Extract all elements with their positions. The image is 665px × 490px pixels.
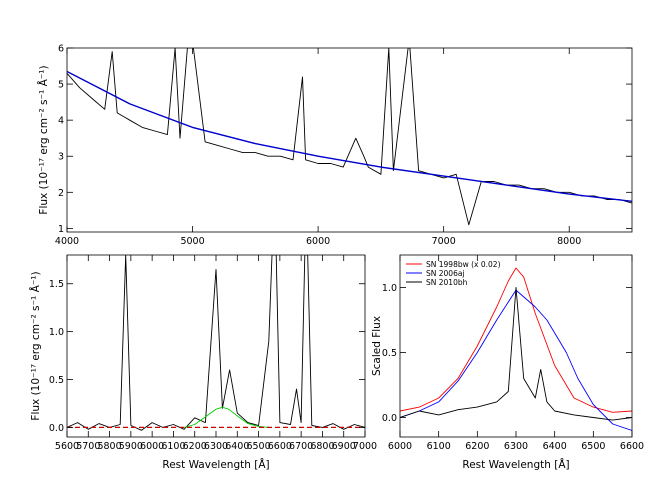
x-tick-label: 7000: [432, 236, 456, 247]
x-tick-label: 6500: [246, 441, 270, 452]
x-tick-label: 5700: [76, 441, 100, 452]
x-tick-label: 6400: [225, 441, 249, 452]
x-tick-label: 6100: [427, 441, 451, 452]
series-line-0: [67, 48, 632, 226]
x-tick-label: 5800: [97, 441, 121, 452]
y-tick-label: 0.5: [49, 375, 64, 386]
x-tick-label: 6600: [268, 441, 292, 452]
bottom-right-panel: 6000 6100 6200 6300 6400 6500 6600 0.0 0.5 1.0 Res…: [371, 254, 644, 471]
top-panel: 4000 5000 6000 7000 8000 1 2 3 4 5 6 Flux (10⁻¹⁷ er…: [37, 44, 633, 247]
y-tick-label: 0.0: [382, 413, 397, 424]
y-tick-label: 0.0: [49, 423, 64, 434]
x-tick-label: 6600: [620, 441, 644, 452]
x-tick-label: 8000: [557, 236, 581, 247]
legend-label: SN 1998bw (x 0.02): [426, 260, 501, 269]
series-group: [67, 48, 632, 226]
x-tick-label: 6200: [183, 441, 207, 452]
x-tick-label: 6000: [388, 441, 412, 452]
y-tick-label: 6: [58, 44, 64, 55]
x-tick-label: 7000: [353, 441, 377, 452]
x-tick-label: 6400: [543, 441, 567, 452]
series-line-0: [400, 267, 632, 413]
y-tick-label: 1.5: [49, 279, 64, 290]
x-tick-label: 6700: [289, 441, 313, 452]
x-tick-label: 6900: [332, 441, 356, 452]
legend-label: SN 2006aj: [426, 269, 465, 278]
series-line-0: [67, 255, 365, 431]
x-tick-label: 5600: [55, 441, 79, 452]
x-tick-label: 4000: [55, 236, 79, 247]
x-tick-label: 6000: [306, 236, 330, 247]
y-axis-label: Flux (10⁻¹⁷ erg cm⁻² s⁻¹ Å⁻¹): [37, 65, 50, 214]
x-tick-label: 6300: [504, 441, 528, 452]
x-tick-label: 6300: [204, 441, 228, 452]
y-tick-label: 2: [58, 188, 64, 199]
x-tick-label: 6200: [465, 441, 489, 452]
legend-label: SN 2010bh: [426, 278, 468, 287]
y-tick-label: 0.5: [382, 348, 397, 359]
x-tick-label: 6100: [161, 441, 185, 452]
series-line-2: [400, 287, 632, 421]
x-tick-label: 5900: [119, 441, 143, 452]
y-tick-label: 1.0: [49, 327, 64, 338]
series-line-1: [67, 70, 632, 202]
y-tick-label: 1: [58, 224, 64, 235]
series-group: [67, 255, 365, 431]
y-axis-label: Scaled Flux: [371, 316, 383, 376]
plot-frame: [66, 47, 633, 233]
x-tick-label: 6800: [310, 441, 334, 452]
x-tick-label: 6500: [581, 441, 605, 452]
y-tick-label: 4: [58, 116, 64, 127]
bottom-left-panel: 5600570058005900600061006200630064006500…: [29, 254, 377, 471]
series-line-1: [183, 406, 270, 428]
y-axis-label: Flux (10⁻¹⁷ erg cm⁻² s⁻¹ Å⁻¹): [29, 271, 42, 420]
x-tick-label: 6000: [140, 441, 164, 452]
y-tick-label: 1.0: [382, 283, 397, 294]
x-axis-label: Rest Wavelength [Å]: [462, 458, 569, 471]
x-axis-label: Rest Wavelength [Å]: [162, 458, 269, 471]
series-group: [400, 267, 632, 431]
series-line-1: [400, 289, 632, 431]
x-tick-label: 5000: [180, 236, 204, 247]
y-tick-label: 5: [58, 80, 64, 91]
y-tick-label: 3: [58, 152, 64, 163]
